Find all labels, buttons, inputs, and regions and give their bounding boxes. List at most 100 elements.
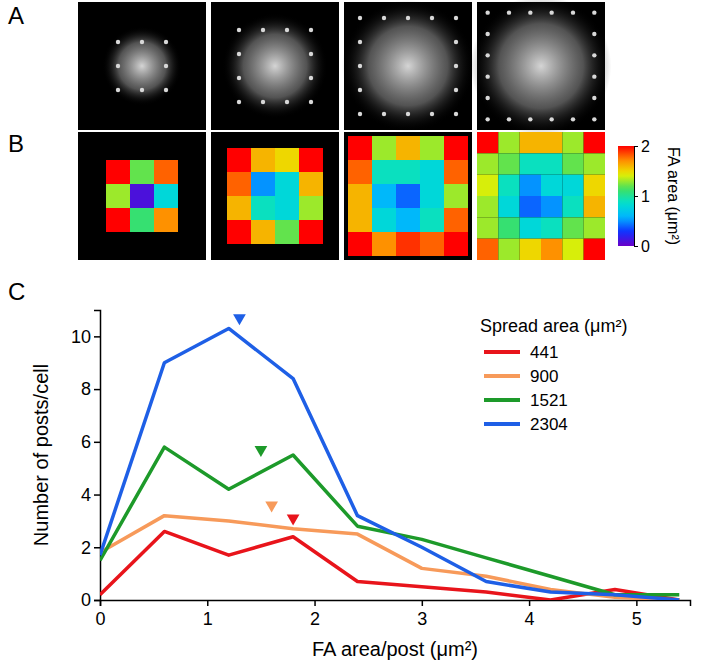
x-axis-title: FA area/post (μm²) [312,638,478,660]
colorbar-tick: 2 [634,138,650,155]
heatmap-cell [498,175,519,196]
post-adhesion [549,10,553,14]
heatmap-background [344,132,472,260]
post-adhesion [485,96,489,100]
heatmap-cell [154,184,178,208]
y-axis-line [94,311,101,601]
legend-swatch [484,374,520,378]
y-tick: 0 [81,590,100,610]
heatmap-cell [498,217,519,238]
heatmap-cell [372,136,396,160]
heatmap-cell [444,184,468,208]
post-adhesion [528,117,532,121]
micrograph-background [211,2,339,130]
y-tick: 2 [81,538,100,558]
cell-body [222,13,328,119]
x-tick-mark [636,600,638,606]
y-tick-mark [94,336,100,338]
cell-body [471,0,612,136]
x-tick-label: 1 [203,609,213,629]
x-tick: 3 [417,600,427,629]
post-adhesion [140,40,144,44]
series-line [100,328,679,600]
post-adhesion [571,10,575,14]
micrograph-background [78,2,206,130]
plot-area [100,314,679,600]
x-tick-label: 0 [95,609,105,629]
heatmap-cell [562,196,583,217]
heatmap-cell [584,239,605,260]
cell-body [342,0,474,132]
heatmap-cell [348,136,372,160]
heatmap-cell [562,153,583,174]
post-adhesion [358,40,362,44]
colorbar-tick-label: 0 [641,238,650,255]
heatmap-background [211,132,339,260]
colorbar-tick: 0 [634,238,650,255]
colorbar-tick-label: 1 [641,188,650,205]
post-adhesion [485,74,489,78]
heatmap-cell [420,136,444,160]
figure: ABC012FA area (μm²)0123450246810FA area/… [0,0,703,668]
heatmap-cell [444,136,468,160]
legend-swatch [484,422,520,426]
post-adhesion [382,16,386,20]
post-adhesion [430,112,434,116]
heatmap-cell [396,232,420,256]
post-adhesion [237,76,241,80]
post-adhesion [485,53,489,57]
post-adhesion [164,88,168,92]
heatmap [477,132,605,260]
legend-swatch [484,350,520,354]
y-tick: 6 [81,432,100,452]
x-tick: 1 [203,600,213,629]
heatmap-cell [348,208,372,232]
legend-swatch [484,398,520,402]
heatmap-cell [520,175,541,196]
post-adhesion [164,64,168,68]
post-adhesion [309,100,313,104]
heatmap-cell [396,208,420,232]
y-tick: 8 [81,379,100,399]
mean-marker [265,501,278,512]
heatmap-cell [584,217,605,238]
heatmap-cell [299,220,323,244]
post-adhesion [261,28,265,32]
post-adhesion [164,40,168,44]
post-adhesion [116,88,120,92]
post-adhesion [454,112,458,116]
mean-marker [255,446,268,457]
heatmap-cell [106,184,130,208]
heatmap-cell [299,196,323,220]
legend-label: 1521 [530,391,568,410]
micrograph [78,2,206,130]
y-tick-label: 10 [71,327,91,347]
post-adhesion [358,16,362,20]
x-tick-label: 2 [310,609,320,629]
heatmap-cell [106,208,130,232]
heatmap-cell [420,160,444,184]
legend-label: 900 [530,367,558,386]
post-adhesion [592,32,596,36]
colorbar-axis-line [635,147,639,247]
y-tick: 4 [81,485,100,505]
post-adhesion [285,100,289,104]
heatmap-cell [420,184,444,208]
post-adhesion [237,28,241,32]
heatmap-cell [372,160,396,184]
heatmap-cell [520,217,541,238]
legend-label: 2304 [530,415,568,434]
post-adhesion [309,52,313,56]
heatmap [78,132,206,260]
colorbar-title: FA area (μm²) [665,147,682,245]
post-adhesion [261,100,265,104]
colorbar-tick-mark [634,146,638,147]
x-axis-line [101,601,691,607]
heatmap-cell [348,160,372,184]
micrograph [211,2,339,130]
heatmap-cell [520,196,541,217]
heatmap-cell [584,153,605,174]
heatmap-cell [275,196,299,220]
post-adhesion [592,53,596,57]
heatmap-cell [444,160,468,184]
